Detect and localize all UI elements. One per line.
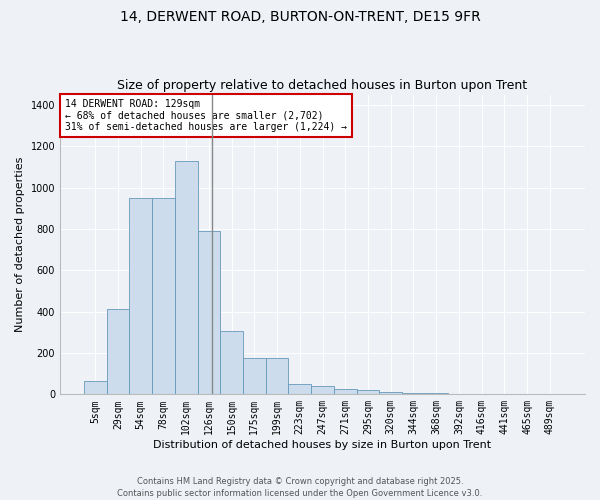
Text: 14 DERWENT ROAD: 129sqm
← 68% of detached houses are smaller (2,702)
31% of semi: 14 DERWENT ROAD: 129sqm ← 68% of detache… — [65, 99, 347, 132]
Bar — [243, 358, 266, 395]
Bar — [130, 198, 152, 394]
Bar — [107, 308, 130, 394]
Bar — [289, 384, 311, 394]
Bar — [266, 358, 289, 395]
Bar — [356, 390, 379, 394]
Bar — [152, 198, 175, 394]
Text: Contains HM Land Registry data © Crown copyright and database right 2025.
Contai: Contains HM Land Registry data © Crown c… — [118, 476, 482, 498]
Bar — [311, 386, 334, 394]
Bar — [197, 231, 220, 394]
Bar — [402, 392, 425, 394]
Title: Size of property relative to detached houses in Burton upon Trent: Size of property relative to detached ho… — [118, 79, 527, 92]
X-axis label: Distribution of detached houses by size in Burton upon Trent: Distribution of detached houses by size … — [154, 440, 491, 450]
Bar — [175, 160, 197, 394]
Text: 14, DERWENT ROAD, BURTON-ON-TRENT, DE15 9FR: 14, DERWENT ROAD, BURTON-ON-TRENT, DE15 … — [119, 10, 481, 24]
Y-axis label: Number of detached properties: Number of detached properties — [15, 157, 25, 332]
Bar — [379, 392, 402, 394]
Bar — [84, 381, 107, 394]
Bar — [334, 389, 356, 394]
Bar — [220, 332, 243, 394]
